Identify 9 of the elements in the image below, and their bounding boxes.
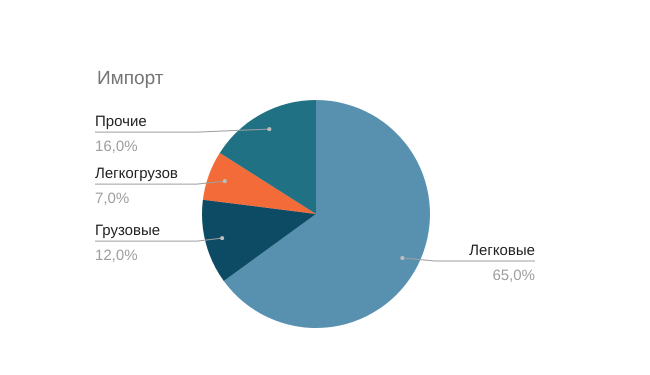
data-label: 12,0% (95, 247, 138, 264)
data-label: 65,0% (492, 266, 535, 284)
slice-label: Легкогрузов (95, 165, 178, 182)
slice-label: Грузовые (95, 222, 160, 240)
slice-label: Легковые (469, 242, 535, 259)
slice-label: Прочие (95, 113, 147, 130)
data-label: 16,0% (95, 138, 138, 156)
chart-title: Импорт (97, 68, 164, 89)
data-label: 7,0% (95, 190, 130, 208)
